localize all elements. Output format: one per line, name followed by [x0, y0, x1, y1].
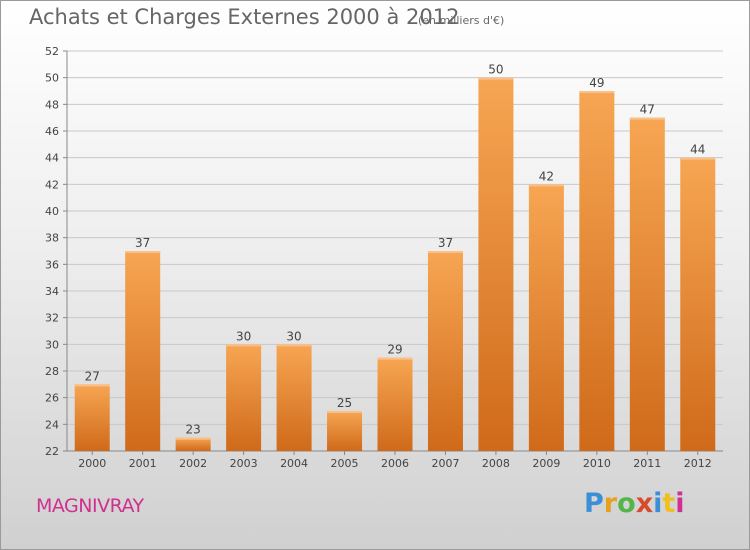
bar-top-highlight	[74, 384, 110, 387]
y-tick-label: 28	[45, 365, 59, 378]
bar-top-highlight	[377, 357, 413, 360]
data-label: 37	[438, 236, 453, 250]
bar-top-highlight	[125, 251, 161, 253]
y-tick-label: 22	[45, 445, 59, 458]
y-tick-label: 24	[45, 418, 59, 431]
data-label: 47	[640, 103, 655, 117]
bar-2007	[427, 251, 463, 451]
bar-top-highlight	[579, 91, 615, 93]
y-tick-label: 52	[45, 45, 59, 58]
logo-letter: P	[584, 488, 604, 519]
logo-letter: x	[635, 488, 654, 519]
bar-2004	[276, 344, 312, 451]
data-label: 25	[337, 396, 352, 410]
data-label: 44	[690, 143, 705, 157]
bar-top-highlight	[327, 411, 363, 413]
bar-top-highlight	[276, 344, 312, 347]
x-tick-label: 2002	[179, 457, 207, 470]
y-tick-label: 48	[45, 98, 59, 111]
logo-letter: r	[603, 488, 618, 519]
data-label: 37	[135, 236, 150, 250]
x-tick-label: 2012	[684, 457, 712, 470]
place-name: MAGNIVRAY	[36, 495, 144, 517]
y-tick-label: 26	[45, 392, 59, 405]
logo-letter: i	[675, 488, 685, 519]
y-tick-label: 30	[45, 338, 59, 351]
data-label: 50	[488, 63, 503, 77]
bar-2008	[478, 77, 514, 452]
bar-2011	[629, 117, 665, 452]
y-tick-label: 40	[45, 205, 59, 218]
y-tick-label: 50	[45, 72, 59, 85]
bar-top-highlight	[680, 157, 716, 160]
x-tick-label: 2000	[78, 457, 106, 470]
chart-subtitle: (en milliers d'€)	[418, 14, 505, 27]
y-tick-label: 36	[45, 258, 59, 271]
data-label: 30	[286, 329, 301, 343]
data-label: 29	[387, 343, 402, 357]
x-tick-label: 2001	[129, 457, 157, 470]
x-tick-label: 2011	[633, 457, 661, 470]
y-tick-label: 44	[45, 152, 59, 165]
y-tick-label: 38	[45, 232, 59, 245]
y-tick-label: 34	[45, 285, 59, 298]
bar-top-highlight	[427, 251, 463, 253]
bar-top-highlight	[226, 344, 262, 347]
chart-title: Achats et Charges Externes 2000 à 2012	[29, 5, 460, 29]
logo-letter: i	[653, 488, 663, 519]
bar-2003	[226, 344, 262, 451]
x-tick-label: 2004	[280, 457, 308, 470]
logo-letter: t	[662, 488, 676, 519]
bar-2001	[125, 251, 161, 451]
x-tick-label: 2005	[331, 457, 359, 470]
bar-top-highlight	[629, 117, 665, 120]
x-tick-label: 2008	[482, 457, 510, 470]
data-label: 23	[186, 423, 201, 437]
bar-2012	[680, 157, 716, 451]
data-label: 27	[85, 369, 100, 383]
bar-2000	[74, 384, 110, 451]
x-tick-label: 2006	[381, 457, 409, 470]
bar-top-highlight	[528, 184, 564, 187]
bar-2005	[327, 411, 363, 451]
x-tick-label: 2003	[230, 457, 258, 470]
bar-2009	[528, 184, 564, 452]
logo-letter: o	[617, 488, 636, 519]
bar-2002	[175, 437, 211, 451]
x-tick-label: 2007	[431, 457, 459, 470]
y-tick-label: 42	[45, 178, 59, 191]
x-tick-label: 2009	[532, 457, 560, 470]
y-tick-label: 32	[45, 312, 59, 325]
data-label: 30	[236, 329, 251, 343]
x-tick-label: 2010	[583, 457, 611, 470]
bar-top-highlight	[175, 437, 211, 440]
bar-top-highlight	[478, 77, 514, 80]
proxiti-logo: Proxiti	[584, 488, 685, 519]
data-label: 49	[589, 76, 604, 90]
bar-2006	[377, 357, 413, 451]
bar-2010	[579, 91, 615, 451]
y-tick-label: 46	[45, 125, 59, 138]
data-label: 42	[539, 169, 554, 183]
